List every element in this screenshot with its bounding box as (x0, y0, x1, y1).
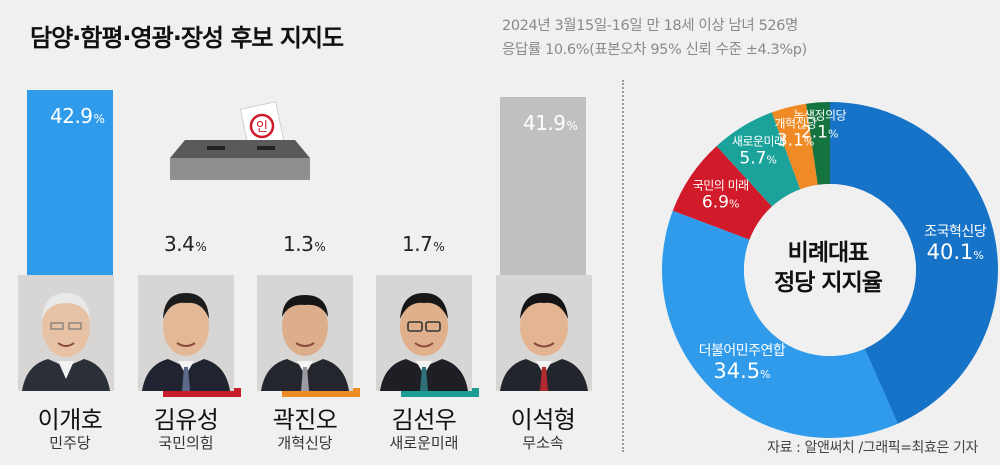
page-title: 담양·함평·영광·장성 후보 지지도 (30, 24, 344, 52)
donut-slice-label: 개혁신당 3.1% (774, 116, 818, 151)
candidate-party: 새로운미래 (389, 434, 459, 452)
survey-info: 2024년 3월15일-16일 만 18세 이상 남녀 526명 응답률 10.… (502, 14, 832, 62)
slice-value-number: 40.1 (926, 239, 974, 264)
slice-name: 더불어민주연합 (698, 342, 786, 359)
section-divider (622, 80, 624, 452)
bar-value-number: 41.9 (523, 110, 566, 135)
bar-value-unit: % (195, 240, 207, 254)
slice-name: 조국혁신당 (924, 223, 987, 240)
slice-value: 6.9% (693, 192, 749, 213)
slice-value-number: 34.5 (713, 358, 761, 383)
bar-value-number: 1.3 (283, 232, 314, 256)
bar-value-unit: % (566, 118, 578, 133)
donut-slice-4 (716, 112, 801, 207)
slice-name: 개혁신당 (774, 116, 818, 131)
candidate-name: 이석형 (510, 406, 576, 434)
slice-value: 3.1% (775, 131, 817, 151)
slice-value: 34.5% (699, 359, 786, 383)
candidate-name: 이개호 (37, 406, 103, 434)
donut-slice-label: 녹색정의당 2.1% (793, 108, 847, 143)
slice-value: 2.1% (793, 123, 846, 143)
ballot-box-icon: 인 (170, 101, 310, 180)
donut-slice-3 (672, 146, 772, 240)
slice-value-unit: % (766, 153, 777, 167)
donut-slice-label: 국민의 미래 6.9% (692, 178, 750, 213)
bar-value-unit: % (93, 112, 105, 126)
donut-slice-label: 새로운미래 5.7% (732, 135, 785, 168)
svg-text:인: 인 (256, 120, 268, 135)
candidate-name: 김선우 (391, 406, 457, 434)
slice-value: 40.1% (924, 240, 986, 264)
slice-value: 5.7% (732, 149, 785, 169)
slice-value-number: 6.9 (701, 192, 729, 213)
slice-name: 녹색정의당 (793, 108, 847, 123)
bar-gwak-jino (282, 388, 360, 397)
candidate-party: 민주당 (49, 434, 91, 452)
bar-value-label: 1.3% (283, 232, 326, 256)
source-credit: 자료 : 알앤써치 /그래픽=최효은 기자 (767, 440, 978, 456)
candidate-name: 곽진오 (272, 406, 338, 434)
candidate-photo-lee-gaeho (18, 275, 114, 391)
bar-value-label: 42.9% (50, 104, 105, 128)
bar-kim-yuseong (163, 388, 241, 397)
donut-slice-5 (771, 103, 818, 190)
candidate-photo-gwak-jino (257, 275, 353, 391)
bar-value-unit: % (314, 240, 326, 254)
bar-value-label: 1.7% (402, 232, 445, 256)
bar-value-unit: % (433, 240, 445, 254)
candidate-photo-kim-seonu (376, 275, 472, 391)
bar-value-number: 42.9 (50, 104, 93, 128)
survey-info-line2: 응답률 10.6%(표본오차 95% 신뢰 수준 ±4.3%p) (502, 42, 807, 58)
candidate-party: 국민의힘 (158, 434, 214, 452)
slice-value-unit: % (828, 127, 839, 141)
candidate-party: 개혁신당 (277, 434, 333, 452)
candidate-party: 무소속 (522, 434, 564, 452)
donut-center-line1: 비례대표 (787, 240, 870, 266)
donut-slice-1 (830, 102, 999, 424)
donut-center-line2: 정당 지지율 (774, 270, 883, 296)
bar-value-label: 41.9% (523, 110, 578, 135)
slice-value-unit: % (973, 248, 984, 262)
slice-value-unit: % (728, 197, 740, 211)
slice-value-number: 3.1 (776, 130, 804, 151)
donut-slice-6 (806, 102, 830, 185)
slice-value-unit: % (803, 135, 815, 149)
donut-hole (744, 184, 916, 356)
slice-name: 새로운미래 (731, 134, 785, 149)
party-support-donut-chart (662, 102, 999, 438)
slice-value-unit: % (760, 367, 771, 381)
donut-slice-label: 조국혁신당 40.1% (924, 224, 986, 264)
donut-center-label: 비례대표 정당 지지율 (774, 238, 883, 298)
survey-info-line1: 2024년 3월15일-16일 만 18세 이상 남녀 526명 (502, 18, 798, 34)
donut-slice-label: 더불어민주연합 34.5% (699, 343, 786, 383)
bar-value-number: 3.4 (164, 232, 195, 256)
bar-value-label: 3.4% (164, 232, 207, 256)
slice-value-number: 5.7 (739, 148, 767, 169)
slice-name: 국민의 미래 (692, 178, 750, 193)
bar-kim-seonu (401, 388, 479, 397)
candidate-photo-kim-yuseong (138, 275, 234, 391)
slice-value-number: 2.1 (800, 122, 829, 143)
bar-value-number: 1.7 (402, 232, 433, 256)
candidate-photo-lee-seokhyeong (496, 275, 592, 391)
candidate-name: 김유성 (153, 406, 219, 434)
donut-slice-2 (662, 210, 898, 438)
